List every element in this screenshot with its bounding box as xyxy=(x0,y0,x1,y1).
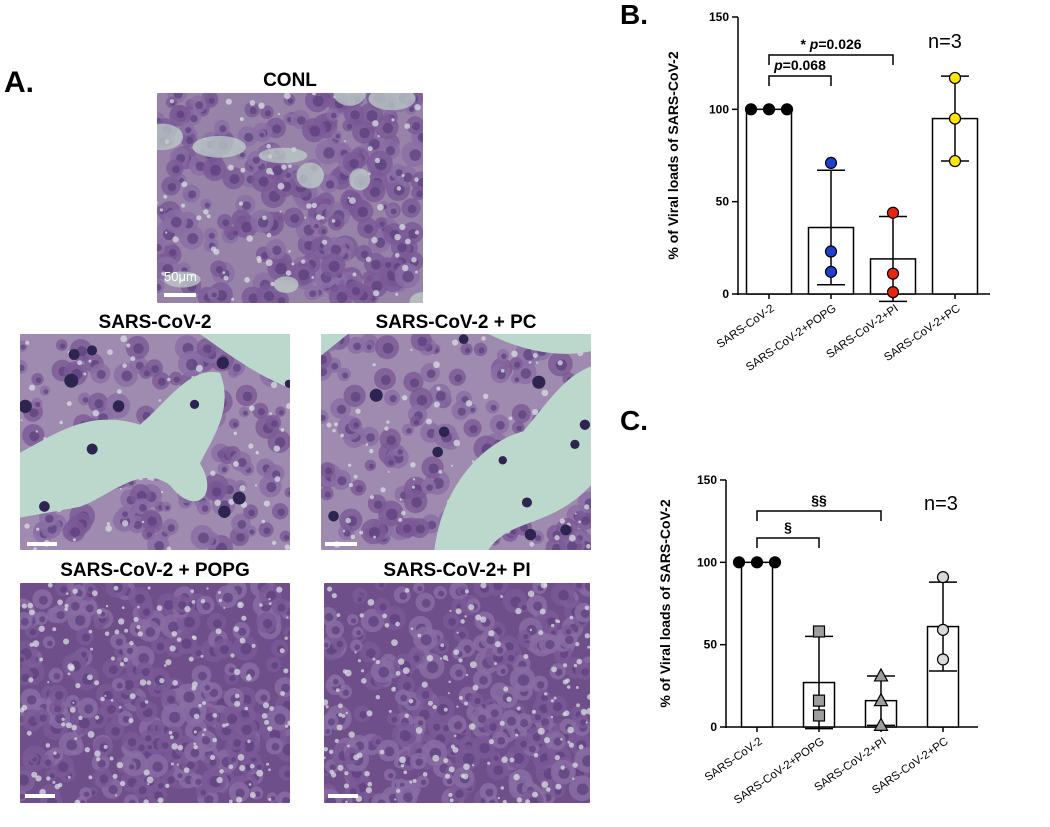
micrograph-sars-cov-2-pc xyxy=(321,334,591,550)
y-tick-label: 100 xyxy=(697,555,717,569)
micrograph-sars-cov-2-canvas xyxy=(20,334,290,550)
data-point xyxy=(744,103,758,116)
comparison-bracket xyxy=(756,510,882,521)
data-point xyxy=(873,667,889,682)
y-tick-label: 0 xyxy=(710,720,717,734)
comparison-bracket xyxy=(768,54,894,65)
bar xyxy=(740,561,774,728)
data-point xyxy=(780,103,794,116)
data-point xyxy=(886,286,900,299)
data-point xyxy=(750,556,764,569)
panel-a-letter: A. xyxy=(4,66,34,99)
data-point xyxy=(948,71,962,85)
micrograph-sars-cov-2-popg xyxy=(20,583,290,803)
scale-bar xyxy=(325,542,357,546)
micrograph-sars-cov-2-pi xyxy=(324,583,590,803)
comparison-label: * p=0.026 xyxy=(800,36,861,52)
micrograph-conl xyxy=(157,93,423,303)
image-title-sars-cov-2-pc: SARS-CoV-2 + PC xyxy=(375,312,537,333)
y-tick-label: 50 xyxy=(704,638,718,652)
scale-bar xyxy=(25,794,55,798)
image-title-sars-cov-2-popg: SARS-CoV-2 + POPG xyxy=(60,560,250,581)
data-point xyxy=(948,112,962,125)
data-point xyxy=(768,556,782,569)
chart-b: B. 0 50 100 150 % of Viral loads of SARS-CoV-… xyxy=(620,0,990,374)
bar xyxy=(745,108,793,295)
data-point xyxy=(873,717,889,731)
comparison-bracket xyxy=(756,537,820,548)
sample-size-annotation: n=3 xyxy=(928,31,962,53)
micrograph-sars-cov-2-pi-canvas xyxy=(324,583,590,803)
comparison-bracket xyxy=(768,75,832,86)
data-point xyxy=(873,692,889,707)
image-title-sars-cov-2-pi: SARS-CoV-2+ PI xyxy=(383,560,531,581)
micrograph-sars-cov-2 xyxy=(20,334,290,550)
sample-size-annotation: n=3 xyxy=(924,493,958,515)
y-tick-label: 0 xyxy=(722,287,729,301)
data-point xyxy=(936,653,950,666)
data-point xyxy=(824,265,838,278)
scale-bar xyxy=(164,293,196,297)
data-point xyxy=(812,625,826,638)
comparison-label: p=0.068 xyxy=(773,57,826,73)
comparison-label: § xyxy=(784,519,792,535)
panel-letter: C. xyxy=(620,405,648,436)
data-point xyxy=(824,245,838,258)
data-point xyxy=(812,694,826,707)
x-tick-label: SARS-CoV-2 xyxy=(715,303,777,351)
panel-letter: B. xyxy=(620,0,648,30)
scale-bar xyxy=(27,542,57,546)
data-point xyxy=(824,156,838,169)
comparison-label: §§ xyxy=(811,492,827,508)
micrograph-conl-canvas xyxy=(157,93,423,303)
data-point xyxy=(948,154,962,168)
image-title-conl: CONL xyxy=(263,70,317,91)
scale-bar xyxy=(328,794,358,798)
data-point xyxy=(762,103,776,116)
y-tick-label: 150 xyxy=(697,473,717,487)
data-point xyxy=(936,571,950,584)
y-tick-label: 50 xyxy=(716,195,730,209)
image-title-sars-cov-2: SARS-CoV-2 xyxy=(98,312,212,333)
data-point xyxy=(936,623,950,636)
data-point xyxy=(732,556,746,569)
y-tick-label: 150 xyxy=(709,10,729,24)
data-point xyxy=(886,206,900,219)
scale-bar-label: 50μm xyxy=(164,269,197,284)
y-axis-label: % of Viral loads of SARS-CoV-2 xyxy=(665,51,681,259)
x-tick-label: SARS-CoV-2 xyxy=(703,736,765,784)
micrograph-sars-cov-2-popg-canvas xyxy=(20,583,290,803)
data-point xyxy=(812,709,826,722)
y-axis-label: % of Viral loads of SARS-CoV-2 xyxy=(657,499,673,707)
micrograph-sars-cov-2-pc-canvas xyxy=(321,334,591,550)
chart-c: C. 0 50 100 150 % of Viral loads of SARS-CoV-… xyxy=(620,405,978,807)
data-point xyxy=(886,267,900,280)
y-tick-label: 100 xyxy=(709,102,729,116)
